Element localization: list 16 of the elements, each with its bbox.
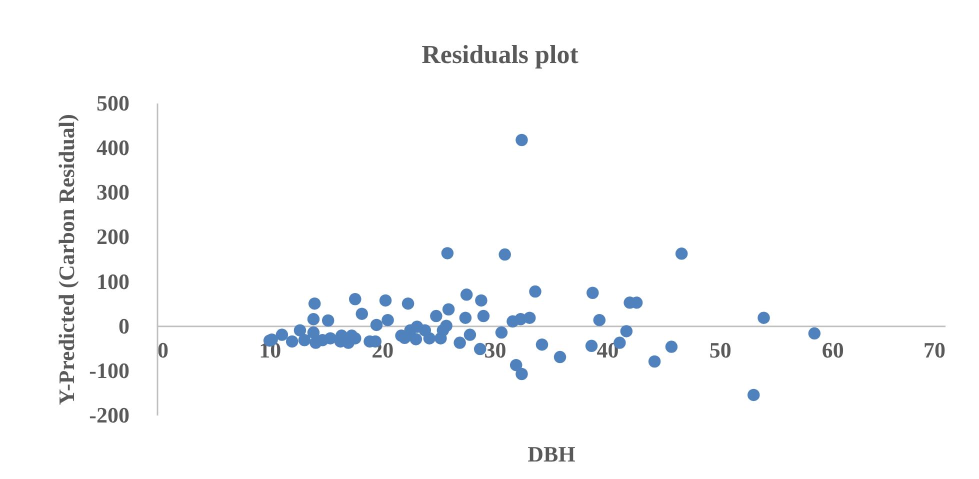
y-tick-label: 400 [96, 135, 130, 160]
x-tick-label: 60 [822, 337, 844, 362]
x-tick-label: 0 [158, 337, 168, 362]
y-tick-label: -200 [89, 402, 130, 428]
y-tick-label: 100 [96, 268, 130, 294]
y-tick-label: 300 [96, 180, 130, 205]
y-tick-label: 200 [96, 224, 130, 250]
x-tick-label: 70 [924, 337, 946, 362]
chart-title: Residuals plot [422, 40, 579, 69]
y-axis-title: Y-Predicted (Carbon Residual) [54, 114, 80, 405]
x-tick-label: 50 [709, 337, 732, 362]
x-axis-title: DBH [528, 441, 576, 466]
y-tick-label: 0 [118, 313, 130, 338]
x-tick-label: 30 [484, 337, 506, 362]
y-tick-label: 500 [96, 90, 130, 116]
y-tick-label: -100 [89, 358, 130, 383]
